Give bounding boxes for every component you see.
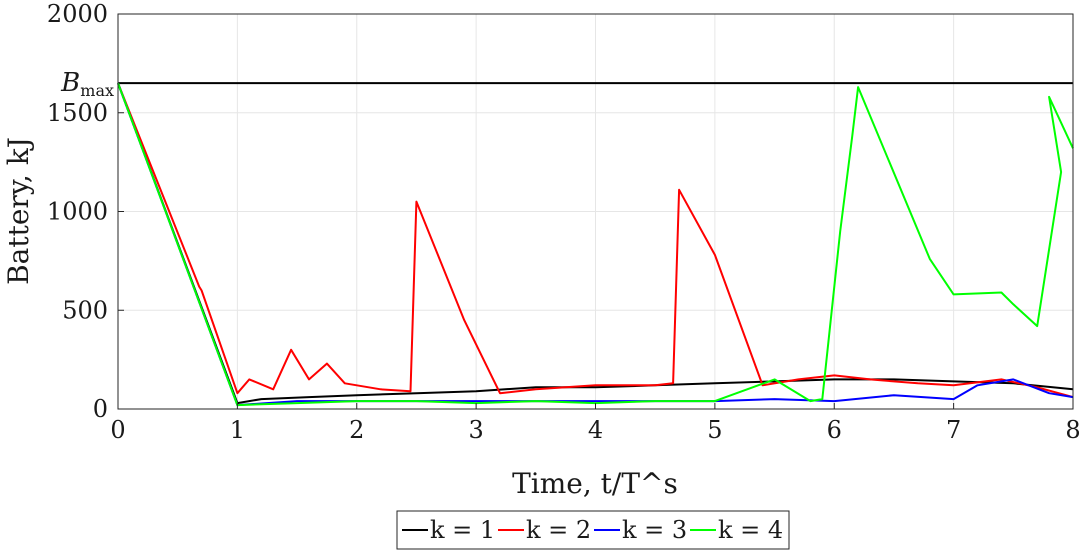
series-line-2 <box>117 82 1074 399</box>
y-axis-title: Battery, kJ <box>2 137 35 285</box>
legend: k = 1 k = 2 k = 3 k = 4 <box>396 510 790 550</box>
x-tick-label: 7 <box>946 416 961 444</box>
series-group <box>117 82 1074 407</box>
y-tick-label: 500 <box>62 296 108 324</box>
legend-box <box>396 510 790 550</box>
y-tick-label: 0 <box>93 395 108 423</box>
bmax-label: Bmax <box>60 68 114 100</box>
tick-labels: 0 1 2 3 4 5 6 7 8 0 500 1000 1500 2000 <box>47 0 1080 444</box>
bmax-annotation: Bmax <box>60 68 114 100</box>
legend-label-1: k = 1 <box>430 516 495 544</box>
x-tick-label: 5 <box>707 416 722 444</box>
x-tick-label: 2 <box>349 416 364 444</box>
x-axis-title: Time, t/T^s <box>512 467 678 500</box>
grid <box>117 13 1074 410</box>
legend-label-3: k = 3 <box>622 516 687 544</box>
legend-label-4: k = 4 <box>718 516 783 544</box>
series-line-1 <box>117 82 1074 405</box>
x-tick-label: 0 <box>110 416 125 444</box>
y-tick-label: 1000 <box>47 198 108 226</box>
series-line-4 <box>117 82 1074 407</box>
x-tick-label: 8 <box>1065 416 1080 444</box>
y-tick-label: 1500 <box>47 99 108 127</box>
x-tick-label: 6 <box>827 416 842 444</box>
x-tick-label: 1 <box>230 416 245 444</box>
x-tick-label: 4 <box>588 416 603 444</box>
x-tick-label: 3 <box>468 416 483 444</box>
y-tick-label: 2000 <box>47 0 108 28</box>
legend-label-2: k = 2 <box>526 516 591 544</box>
